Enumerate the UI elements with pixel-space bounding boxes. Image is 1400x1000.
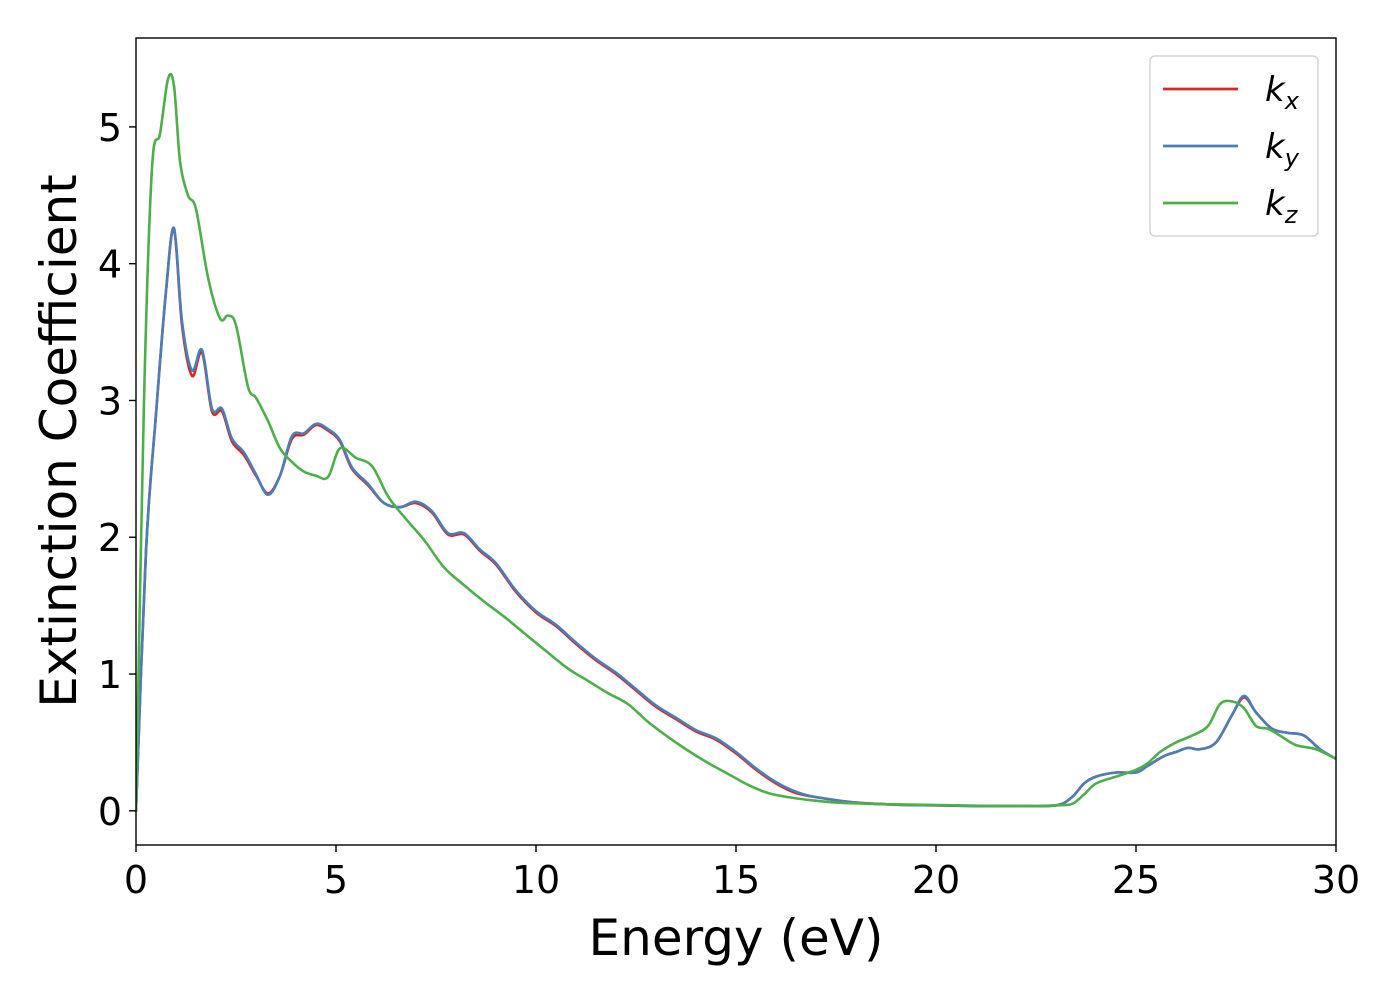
legend-label-kz: kz	[1265, 184, 1299, 229]
legend-label-main: k	[1265, 127, 1286, 167]
x-tick-label: 25	[1112, 858, 1160, 902]
series-line-kx	[136, 227, 1336, 813]
legend-label-ky: ky	[1265, 127, 1300, 172]
y-tick-label: 3	[98, 379, 122, 423]
legend-label-kx: kx	[1265, 70, 1300, 115]
series-line-kz	[136, 72, 1336, 813]
x-axis-label: Energy (eV)	[589, 909, 884, 967]
legend-label-subscript: x	[1284, 87, 1300, 115]
x-axis: 0 5 10 15 20 25 30	[124, 845, 1360, 902]
x-tick-label: 20	[912, 858, 960, 902]
x-tick-label: 0	[124, 858, 148, 902]
x-tick-label: 30	[1312, 858, 1360, 902]
legend-label-main: k	[1265, 70, 1286, 110]
series-layer	[136, 72, 1336, 813]
y-tick-label: 1	[98, 653, 122, 697]
legend-label-main: k	[1265, 184, 1286, 224]
x-tick-label: 10	[512, 858, 560, 902]
y-axis: 0 1 2 3 4 5	[98, 106, 136, 834]
x-tick-label: 15	[712, 858, 760, 902]
series-line-ky	[136, 226, 1336, 813]
x-tick-label: 5	[324, 858, 348, 902]
legend-label-subscript: y	[1284, 144, 1300, 172]
y-tick-label: 2	[98, 516, 122, 560]
y-tick-label: 0	[98, 790, 122, 834]
y-tick-label: 4	[98, 243, 122, 287]
legend-label-subscript: z	[1284, 201, 1299, 229]
y-tick-label: 5	[98, 106, 122, 150]
y-axis-label: Extinction Coefficient	[30, 174, 88, 708]
